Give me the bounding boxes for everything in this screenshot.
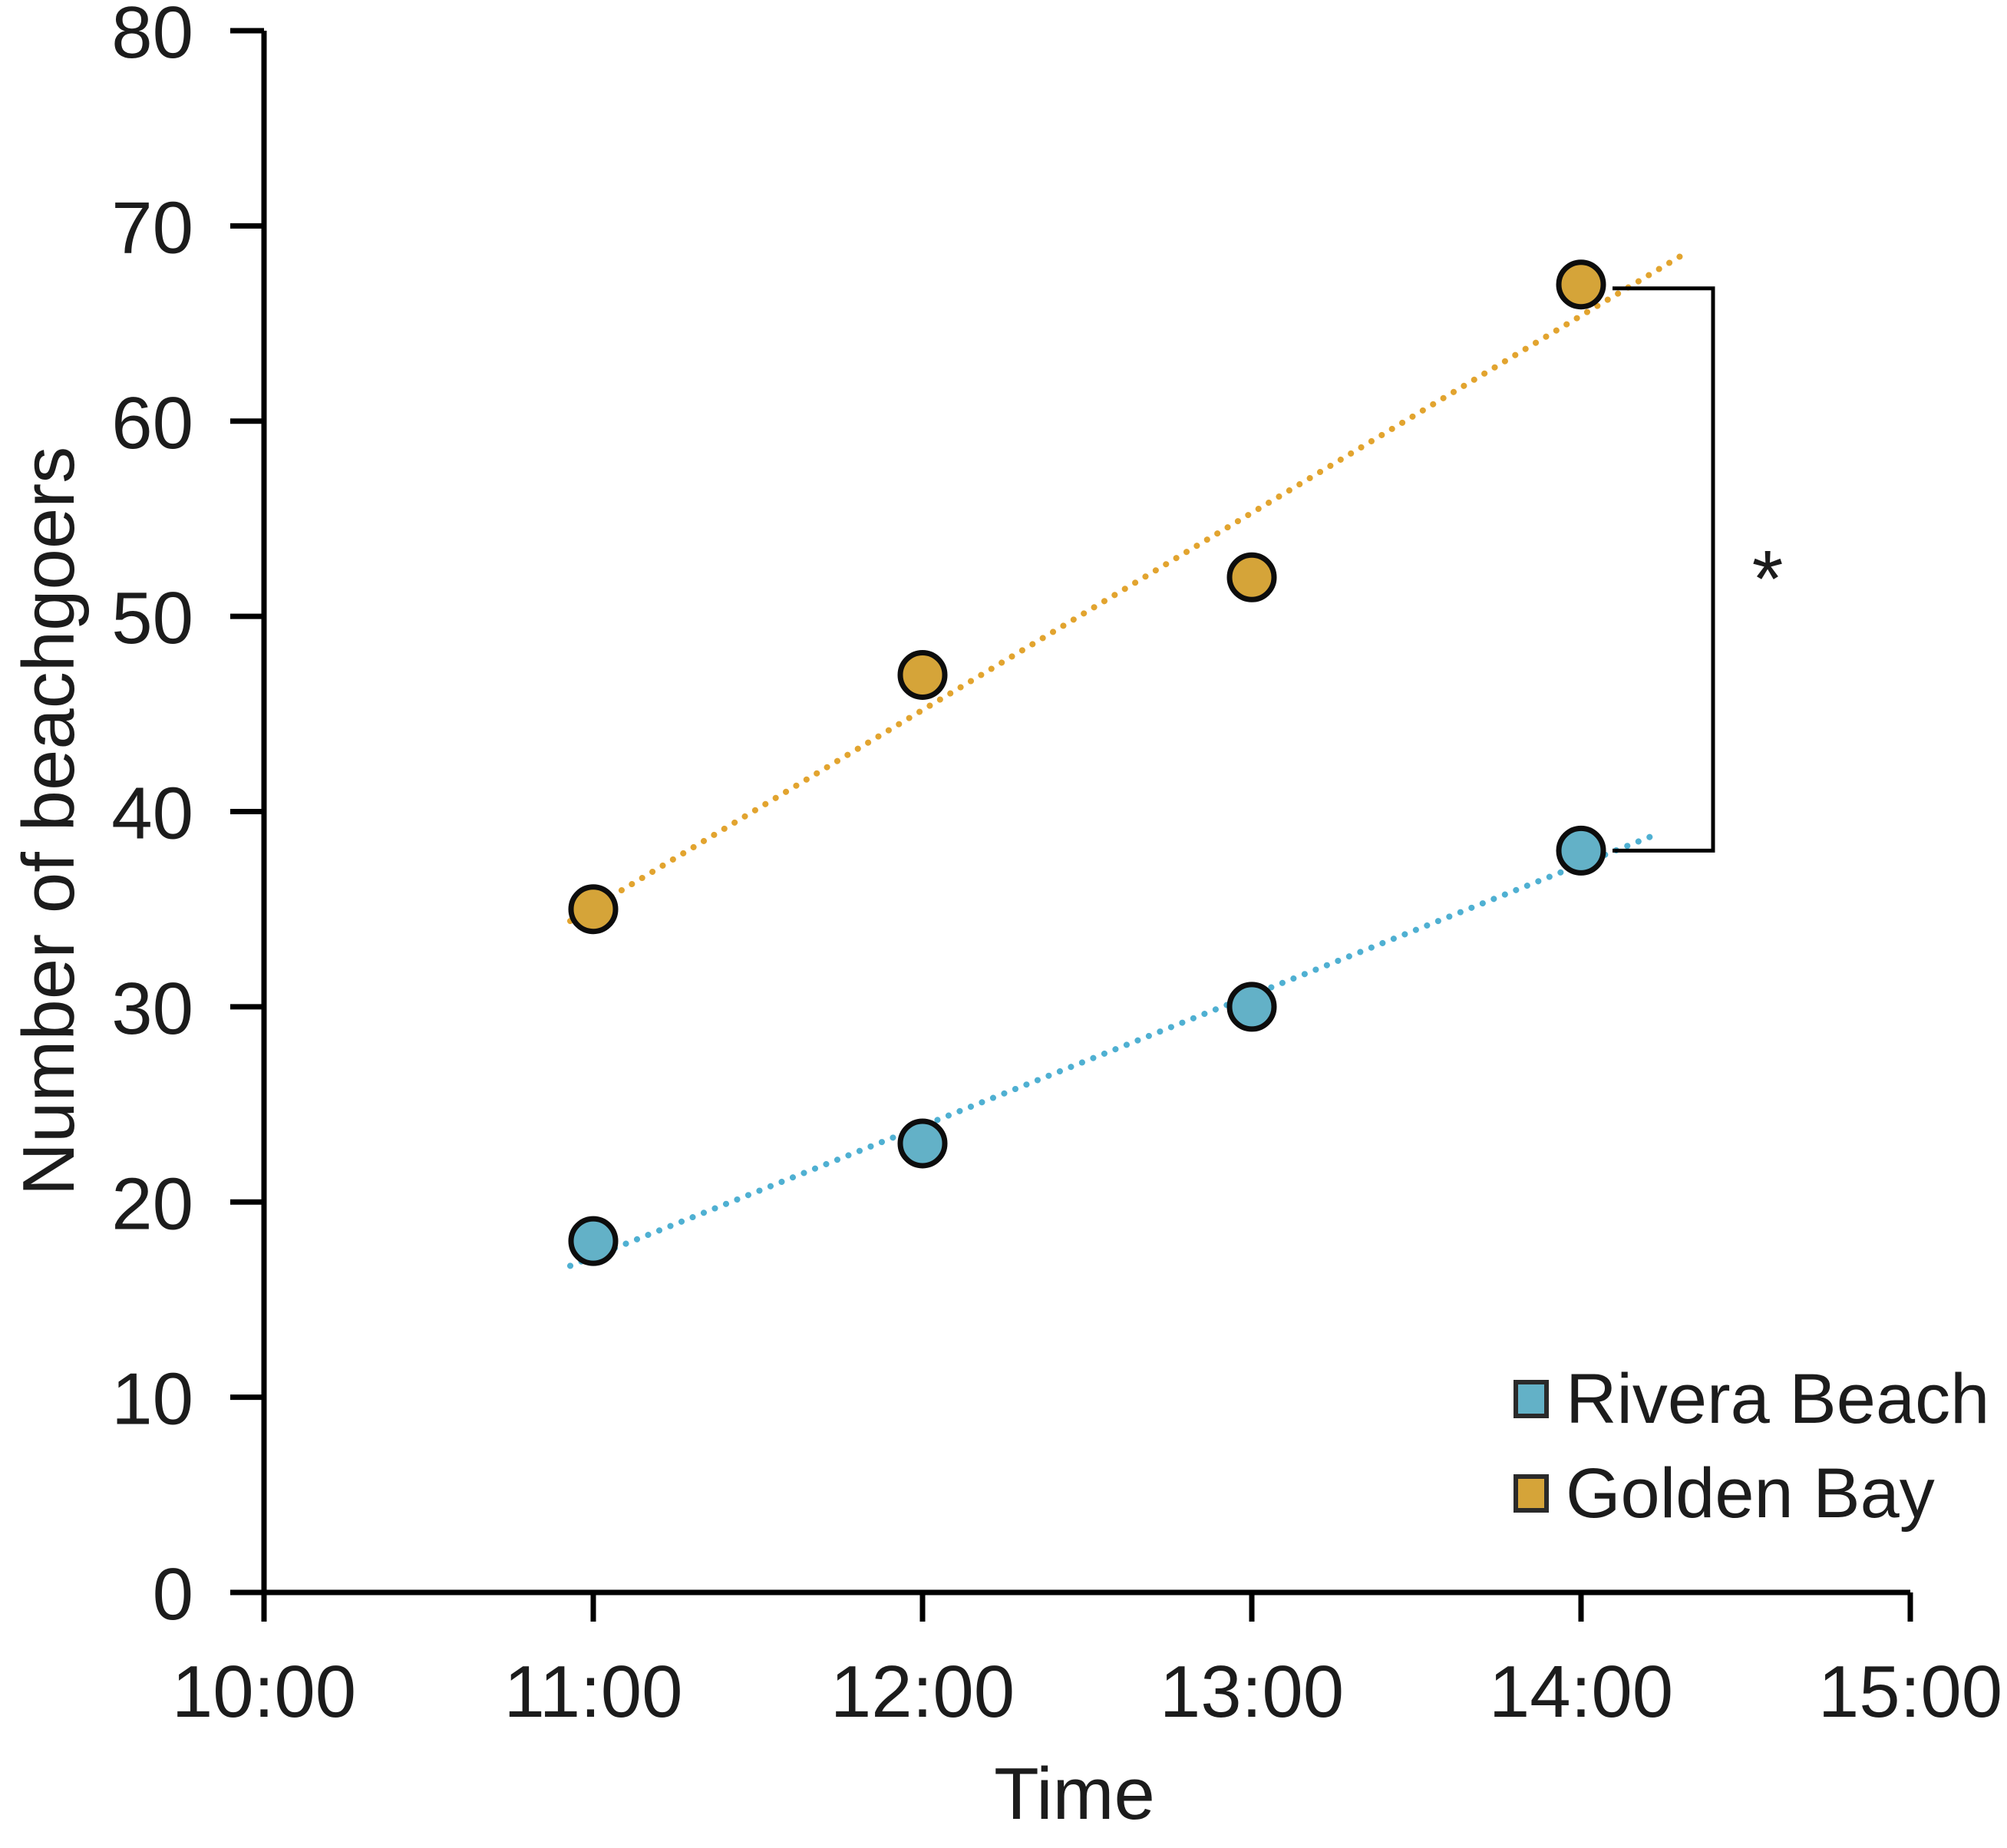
y-tick-label: 20: [111, 1163, 193, 1245]
y-tick-label: 40: [111, 773, 193, 855]
golden-bay-swatch-icon: [1514, 1474, 1549, 1513]
y-tick-label: 70: [111, 186, 193, 269]
data-point-golden-bay: [1226, 552, 1277, 602]
x-tick-label: 14:00: [1489, 1651, 1673, 1733]
data-point-golden-bay: [897, 649, 948, 700]
trendline-golden-bay: [566, 247, 1693, 925]
data-point-rivera-beach: [568, 1216, 619, 1266]
significance-asterisk: *: [1752, 534, 1784, 624]
rivera-beach-swatch-icon: [1514, 1380, 1549, 1418]
y-tick-label: 50: [111, 577, 193, 659]
y-tick-label: 0: [153, 1553, 193, 1635]
x-tick-label: 10:00: [172, 1651, 356, 1733]
y-axis-title: Number of beachgoers: [8, 446, 90, 1196]
y-tick-label: 10: [111, 1358, 193, 1440]
x-axis-title: Time: [994, 1753, 1155, 1835]
data-point-golden-bay: [1556, 259, 1606, 310]
data-point-rivera-beach: [1226, 982, 1277, 1032]
data-point-rivera-beach: [1556, 825, 1606, 876]
data-point-rivera-beach: [897, 1118, 948, 1169]
y-tick-label: 30: [111, 968, 193, 1050]
legend-item-rivera-beach: Rivera Beach: [1514, 1360, 1989, 1438]
legend-label: Golden Bay: [1566, 1454, 1935, 1533]
data-point-golden-bay: [568, 884, 619, 935]
x-tick-label: 11:00: [503, 1651, 682, 1733]
x-tick-label: 12:00: [830, 1651, 1015, 1733]
legend-label: Rivera Beach: [1566, 1359, 1990, 1438]
trendline-rivera-beach: [566, 832, 1657, 1269]
legend-item-golden-bay: Golden Bay: [1514, 1454, 1935, 1533]
y-tick-label: 60: [111, 382, 193, 464]
x-tick-label: 13:00: [1160, 1651, 1344, 1733]
significance-bracket: [1613, 286, 1715, 853]
y-tick-label: 80: [111, 0, 193, 74]
x-tick-label: 15:00: [1818, 1651, 2002, 1733]
